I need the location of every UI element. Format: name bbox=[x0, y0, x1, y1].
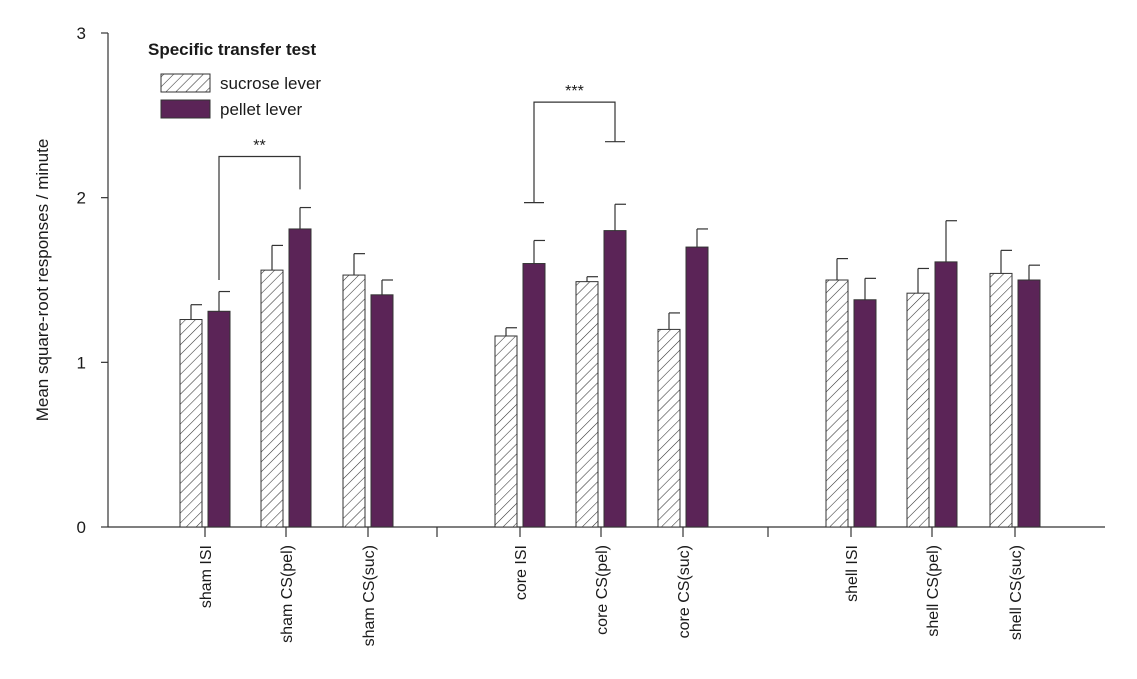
y-tick-label: 3 bbox=[77, 24, 86, 43]
bar-pellet-lever bbox=[853, 299, 877, 528]
bar-sucrose-lever bbox=[494, 335, 518, 528]
significance-bracket bbox=[533, 101, 616, 203]
bar-pellet-lever bbox=[1017, 279, 1041, 528]
bar-sucrose-lever bbox=[179, 319, 203, 528]
y-axis-label: Mean square-root responses / minute bbox=[33, 139, 52, 422]
x-tick-label: sham CS(pel) bbox=[279, 545, 296, 643]
bar-pellet-lever bbox=[522, 263, 546, 528]
bar-sucrose-lever bbox=[825, 279, 849, 528]
significance-layer: ***** bbox=[218, 83, 625, 280]
x-tick-label: core CS(suc) bbox=[676, 545, 693, 638]
legend-label-pellet: pellet lever bbox=[220, 100, 303, 119]
x-tick-label: core ISI bbox=[513, 545, 530, 600]
bars-layer bbox=[179, 228, 1041, 528]
legend-swatch-pellet bbox=[160, 99, 211, 119]
bar-pellet-lever bbox=[207, 310, 231, 528]
bar-sucrose-lever bbox=[989, 272, 1013, 528]
bar-pellet-lever bbox=[603, 230, 627, 528]
bar-sucrose-lever bbox=[906, 292, 930, 528]
significance-bracket bbox=[218, 155, 301, 280]
bar-sucrose-lever bbox=[575, 281, 599, 528]
bar-pellet-lever bbox=[685, 246, 709, 528]
y-tick-label: 2 bbox=[77, 189, 86, 208]
error-bars-layer bbox=[190, 203, 1040, 336]
bar-sucrose-lever bbox=[342, 274, 366, 528]
bar-sucrose-lever bbox=[657, 328, 681, 528]
bar-pellet-lever bbox=[288, 228, 312, 528]
y-tick-label: 0 bbox=[77, 518, 86, 537]
legend-label-sucrose: sucrose lever bbox=[220, 74, 321, 93]
legend: Specific transfer test sucrose lever pel… bbox=[148, 40, 321, 119]
legend-title: Specific transfer test bbox=[148, 40, 317, 59]
significance-label: *** bbox=[565, 83, 584, 100]
x-tick-label: sham ISI bbox=[198, 545, 215, 608]
bar-pellet-lever bbox=[934, 261, 958, 528]
axes: 0 1 2 3 sham ISI sham CS(pel) sham CS(suc) core… bbox=[77, 24, 1105, 646]
bar-pellet-lever bbox=[370, 294, 394, 528]
x-tick-label: shell CS(pel) bbox=[925, 545, 942, 637]
x-tick-label: shell ISI bbox=[844, 545, 861, 602]
x-tick-label: core CS(pel) bbox=[594, 545, 611, 635]
legend-swatch-sucrose bbox=[160, 73, 211, 93]
bar-sucrose-lever bbox=[260, 269, 284, 528]
y-tick-label: 1 bbox=[77, 353, 86, 372]
x-tick-label: shell CS(suc) bbox=[1008, 545, 1025, 640]
x-tick-label: sham CS(suc) bbox=[361, 545, 378, 646]
significance-label: ** bbox=[253, 138, 265, 155]
